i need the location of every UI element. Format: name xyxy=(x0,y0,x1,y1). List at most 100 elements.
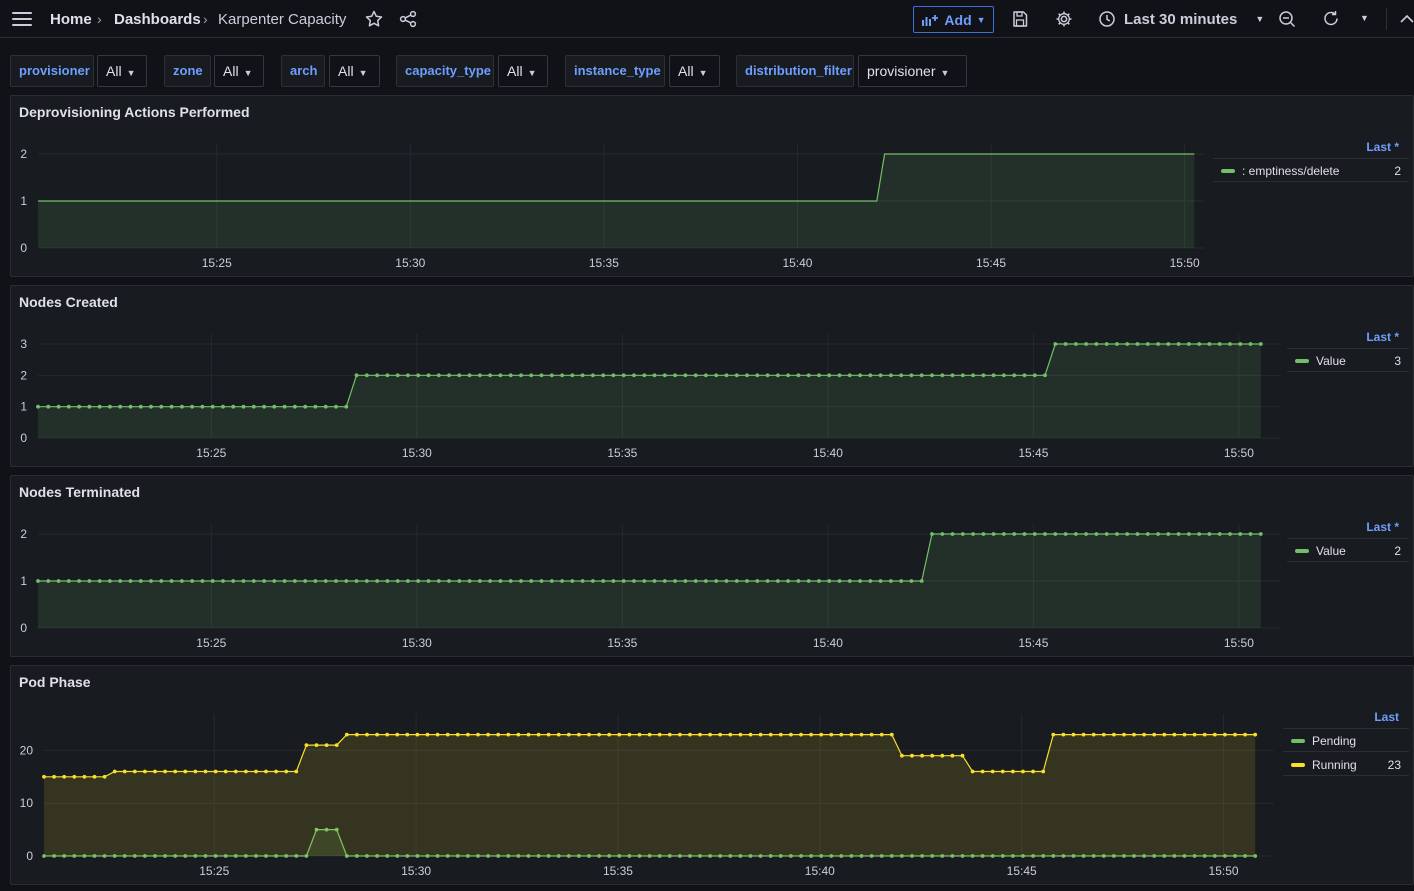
data-point xyxy=(1112,732,1116,737)
timeseries-chart[interactable]: 0 1 2 15:25 15:30 15:35 15:40 15:45 15:50 xyxy=(11,96,1211,278)
data-point xyxy=(1217,342,1222,346)
panel-pod-phase[interactable]: Pod Phase 0 10 20 15:25 15:30 15:35 15:40 15:45… xyxy=(10,665,1414,885)
data-point xyxy=(128,579,133,583)
x-tick-label: 15:25 xyxy=(196,636,226,650)
data-point xyxy=(108,579,112,583)
data-point xyxy=(1132,854,1136,858)
data-point xyxy=(436,373,441,378)
save-icon[interactable] xyxy=(1010,9,1030,29)
x-tick-label: 15:25 xyxy=(202,256,232,270)
data-point xyxy=(910,753,914,758)
add-button-label: Add xyxy=(944,11,972,28)
data-point xyxy=(1258,342,1263,346)
data-point xyxy=(445,732,450,737)
data-point xyxy=(748,732,753,737)
timeseries-chart[interactable]: 0 10 20 15:25 15:30 15:35 15:40 15:45 15:50 xyxy=(11,666,1281,886)
data-point xyxy=(536,732,541,737)
panel-title: Nodes Created xyxy=(19,294,118,310)
legend-item[interactable]: Pending xyxy=(1283,730,1409,752)
data-point xyxy=(1243,732,1247,737)
x-tick-label: 15:35 xyxy=(607,446,637,460)
data-point xyxy=(920,854,924,858)
breadcrumb-dashboards[interactable]: Dashboards xyxy=(114,11,201,28)
data-point xyxy=(950,854,955,858)
series-area-fill xyxy=(38,344,1261,438)
data-point xyxy=(678,732,682,737)
data-point xyxy=(714,579,719,583)
x-tick-label: 15:30 xyxy=(401,864,431,878)
data-point xyxy=(46,579,51,583)
data-point xyxy=(704,373,708,378)
data-point xyxy=(405,732,410,737)
variable-select-provisioner[interactable]: All ▼ xyxy=(97,55,147,87)
panel-nodes-terminated[interactable]: Nodes Terminated 0 1 2 15:25 15:30 15:35 15:40… xyxy=(10,475,1414,657)
legend-divider xyxy=(1287,348,1409,349)
menu-icon[interactable] xyxy=(12,12,32,26)
gear-icon[interactable] xyxy=(1054,9,1074,29)
legend-item[interactable]: : emptiness/delete 2 xyxy=(1213,160,1409,182)
star-icon[interactable] xyxy=(364,9,384,29)
add-button[interactable]: Add ▼ xyxy=(913,6,994,33)
data-point xyxy=(149,579,153,583)
data-point xyxy=(56,404,61,409)
data-point xyxy=(704,579,708,583)
refresh-interval-chevron-icon[interactable]: ▼ xyxy=(1360,13,1369,23)
legend-divider xyxy=(1283,728,1409,729)
data-point xyxy=(778,732,783,737)
series-color-swatch xyxy=(1295,549,1309,553)
data-point xyxy=(1217,532,1222,536)
share-icon[interactable] xyxy=(398,9,418,29)
data-point xyxy=(708,732,712,737)
data-point xyxy=(344,404,349,409)
data-point xyxy=(1228,532,1232,536)
data-point xyxy=(632,373,636,378)
variable-select-zone[interactable]: All ▼ xyxy=(214,55,264,87)
data-point xyxy=(526,854,531,858)
data-point xyxy=(642,579,647,583)
legend-header[interactable]: Last xyxy=(1374,710,1399,724)
panel-nodes-created[interactable]: Nodes Created 0 1 2 3 15:25 15:30 15:35 15:40 15… xyxy=(10,285,1414,467)
refresh-icon[interactable] xyxy=(1321,9,1341,29)
data-point xyxy=(313,579,318,583)
data-point xyxy=(858,579,862,583)
data-point xyxy=(617,732,622,737)
data-point xyxy=(1071,854,1076,858)
variable-select-capacity-type[interactable]: All ▼ xyxy=(498,55,548,87)
data-point xyxy=(1202,732,1207,737)
breadcrumb-home[interactable]: Home xyxy=(50,11,92,28)
data-point xyxy=(1021,769,1025,774)
data-point xyxy=(1043,532,1047,536)
data-point xyxy=(254,769,258,774)
legend-header[interactable]: Last * xyxy=(1366,520,1399,534)
data-point xyxy=(560,373,564,378)
time-range-picker[interactable]: Last 30 minutes ▼ xyxy=(1098,9,1264,29)
data-point xyxy=(498,579,503,583)
data-point xyxy=(869,732,874,737)
timeseries-chart[interactable]: 0 1 2 15:25 15:30 15:35 15:40 15:45 15:50 xyxy=(11,476,1287,658)
legend-item[interactable]: Value 3 xyxy=(1287,350,1409,372)
data-point xyxy=(683,373,688,378)
legend-item[interactable]: Running 23 xyxy=(1283,754,1409,776)
legend-header[interactable]: Last * xyxy=(1366,140,1399,154)
data-point xyxy=(1022,532,1027,536)
collapse-icon[interactable] xyxy=(1398,9,1414,29)
panel-deprovisioning-actions[interactable]: Deprovisioning Actions Performed 0 1 2 15:2… xyxy=(10,95,1414,277)
data-point xyxy=(878,579,883,583)
data-point xyxy=(1074,532,1078,536)
variable-select-distribution-filter[interactable]: provisioner ▼ xyxy=(858,55,967,87)
data-point xyxy=(508,373,513,378)
data-point xyxy=(355,854,359,858)
y-tick-label: 2 xyxy=(20,147,27,161)
variable-select-instance-type[interactable]: All ▼ xyxy=(669,55,720,87)
data-point xyxy=(284,769,289,774)
zoom-out-icon[interactable] xyxy=(1277,9,1297,29)
legend-item[interactable]: Value 2 xyxy=(1287,540,1409,562)
legend-header[interactable]: Last * xyxy=(1366,330,1399,344)
data-point xyxy=(1012,532,1017,536)
data-point xyxy=(930,532,934,536)
series-color-swatch xyxy=(1291,739,1305,743)
chevron-down-icon: ▼ xyxy=(1255,14,1265,24)
data-point xyxy=(627,732,632,737)
variable-select-arch[interactable]: All ▼ xyxy=(329,55,380,87)
timeseries-chart[interactable]: 0 1 2 3 15:25 15:30 15:35 15:40 15:45 15:50 xyxy=(11,286,1287,468)
